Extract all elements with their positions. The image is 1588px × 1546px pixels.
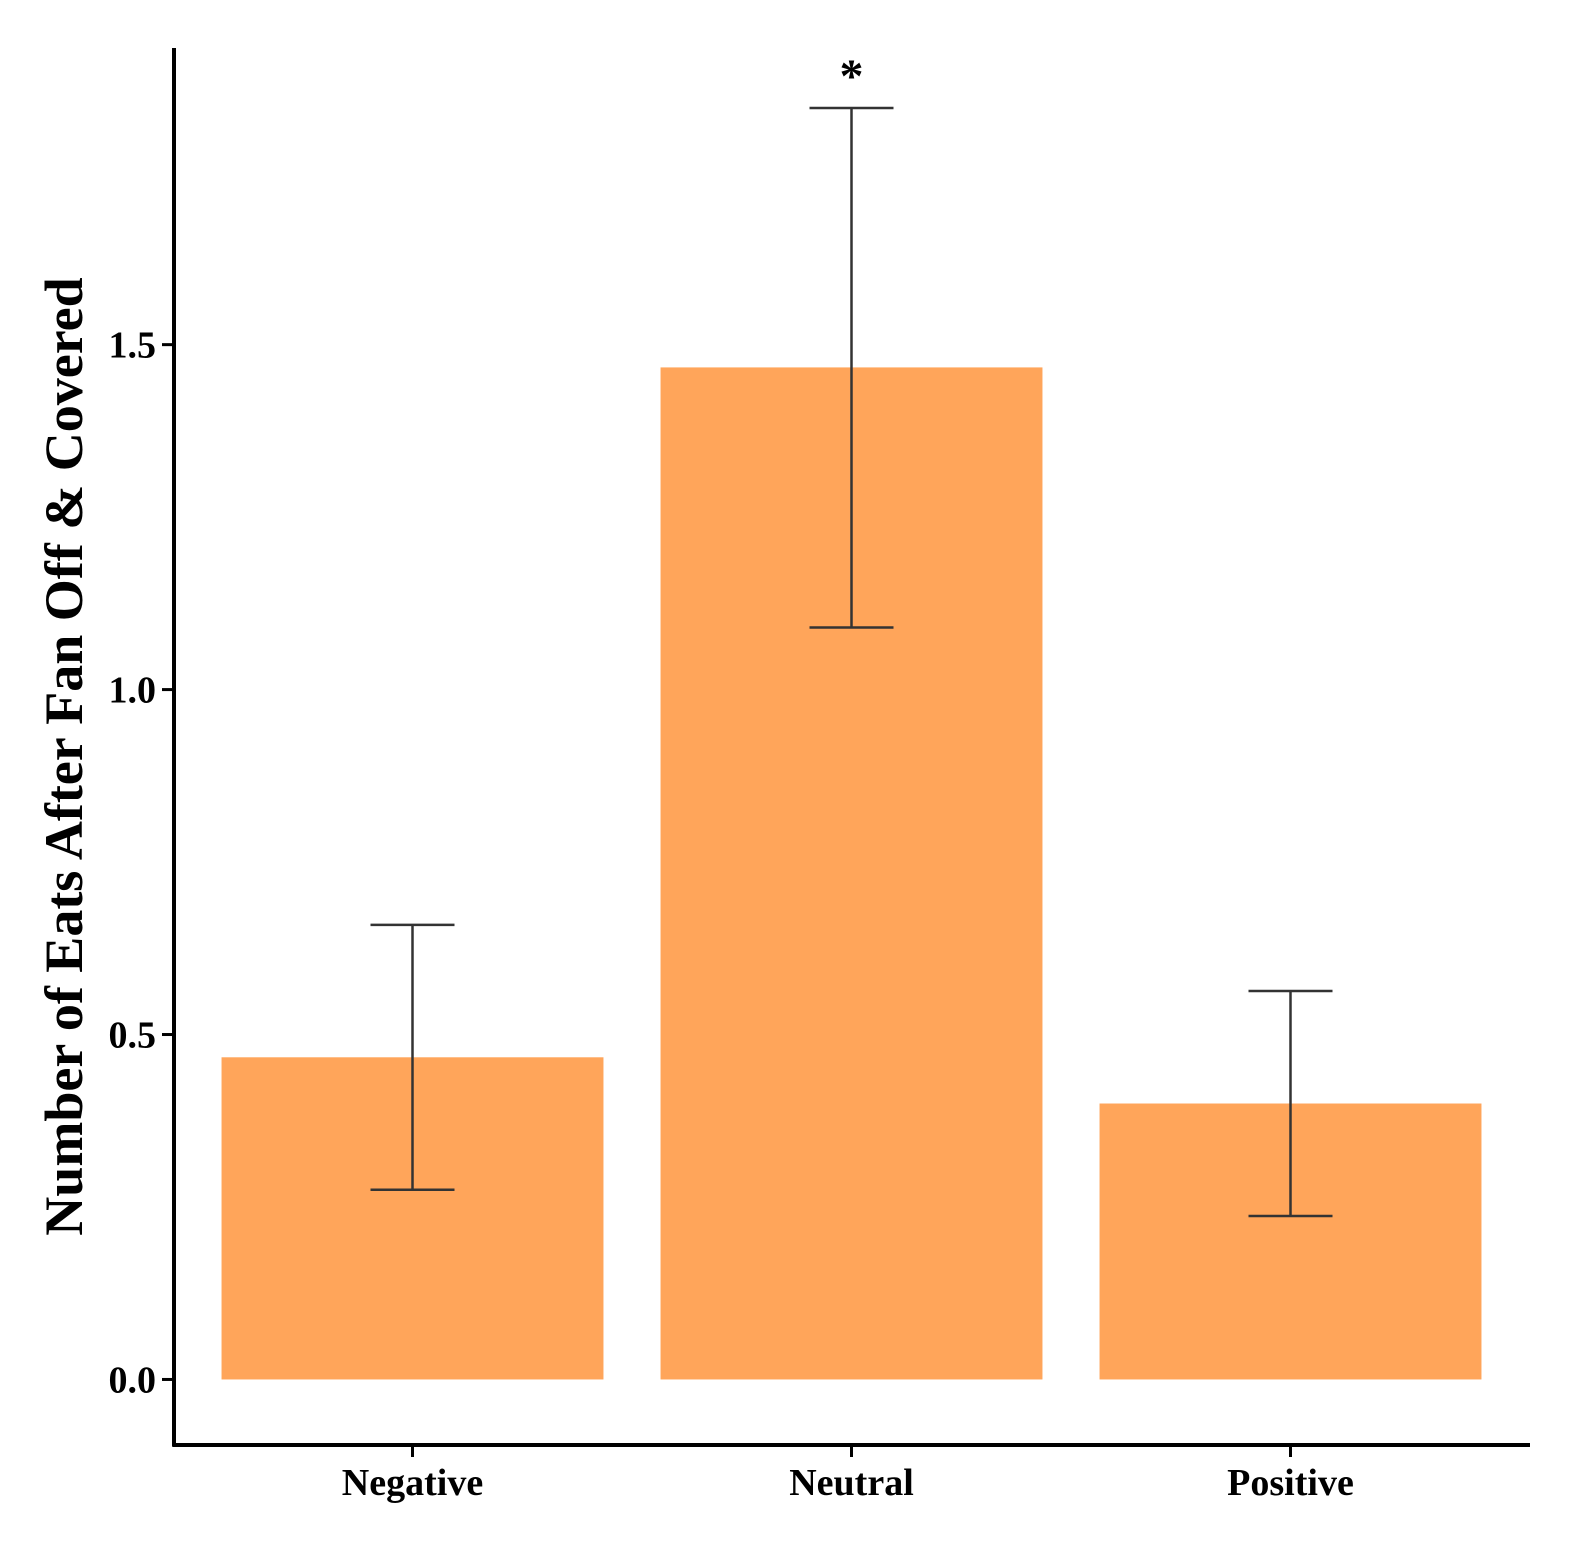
significance-marker-neutral: *: [840, 50, 864, 103]
y-axis-title: Number of Eats After Fan Off & Covered: [34, 277, 94, 1235]
errorbars-layer: [370, 106, 1333, 1218]
errorbar-neutral: [809, 106, 894, 629]
errorbar-positive: [1248, 989, 1333, 1218]
x-tick-label-negative: Negative: [342, 1462, 483, 1504]
y-tick-label-3: 1.5: [109, 325, 157, 367]
axes-layer: [162, 48, 1530, 1457]
x-tick-label-positive: Positive: [1227, 1462, 1354, 1504]
y-tick-label-1: 0.5: [109, 1015, 157, 1057]
y-tick-label-0: 0.0: [109, 1359, 157, 1401]
annotations-layer: *: [840, 50, 864, 103]
x-tick-label-neutral: Neutral: [789, 1462, 914, 1504]
errorbar-negative: [370, 923, 455, 1191]
y-tick-label-2: 1.0: [109, 670, 157, 712]
labels-layer: Negative Neutral Positive 0.0 0.5 1.0 1.5 Numbe…: [34, 277, 1354, 1504]
